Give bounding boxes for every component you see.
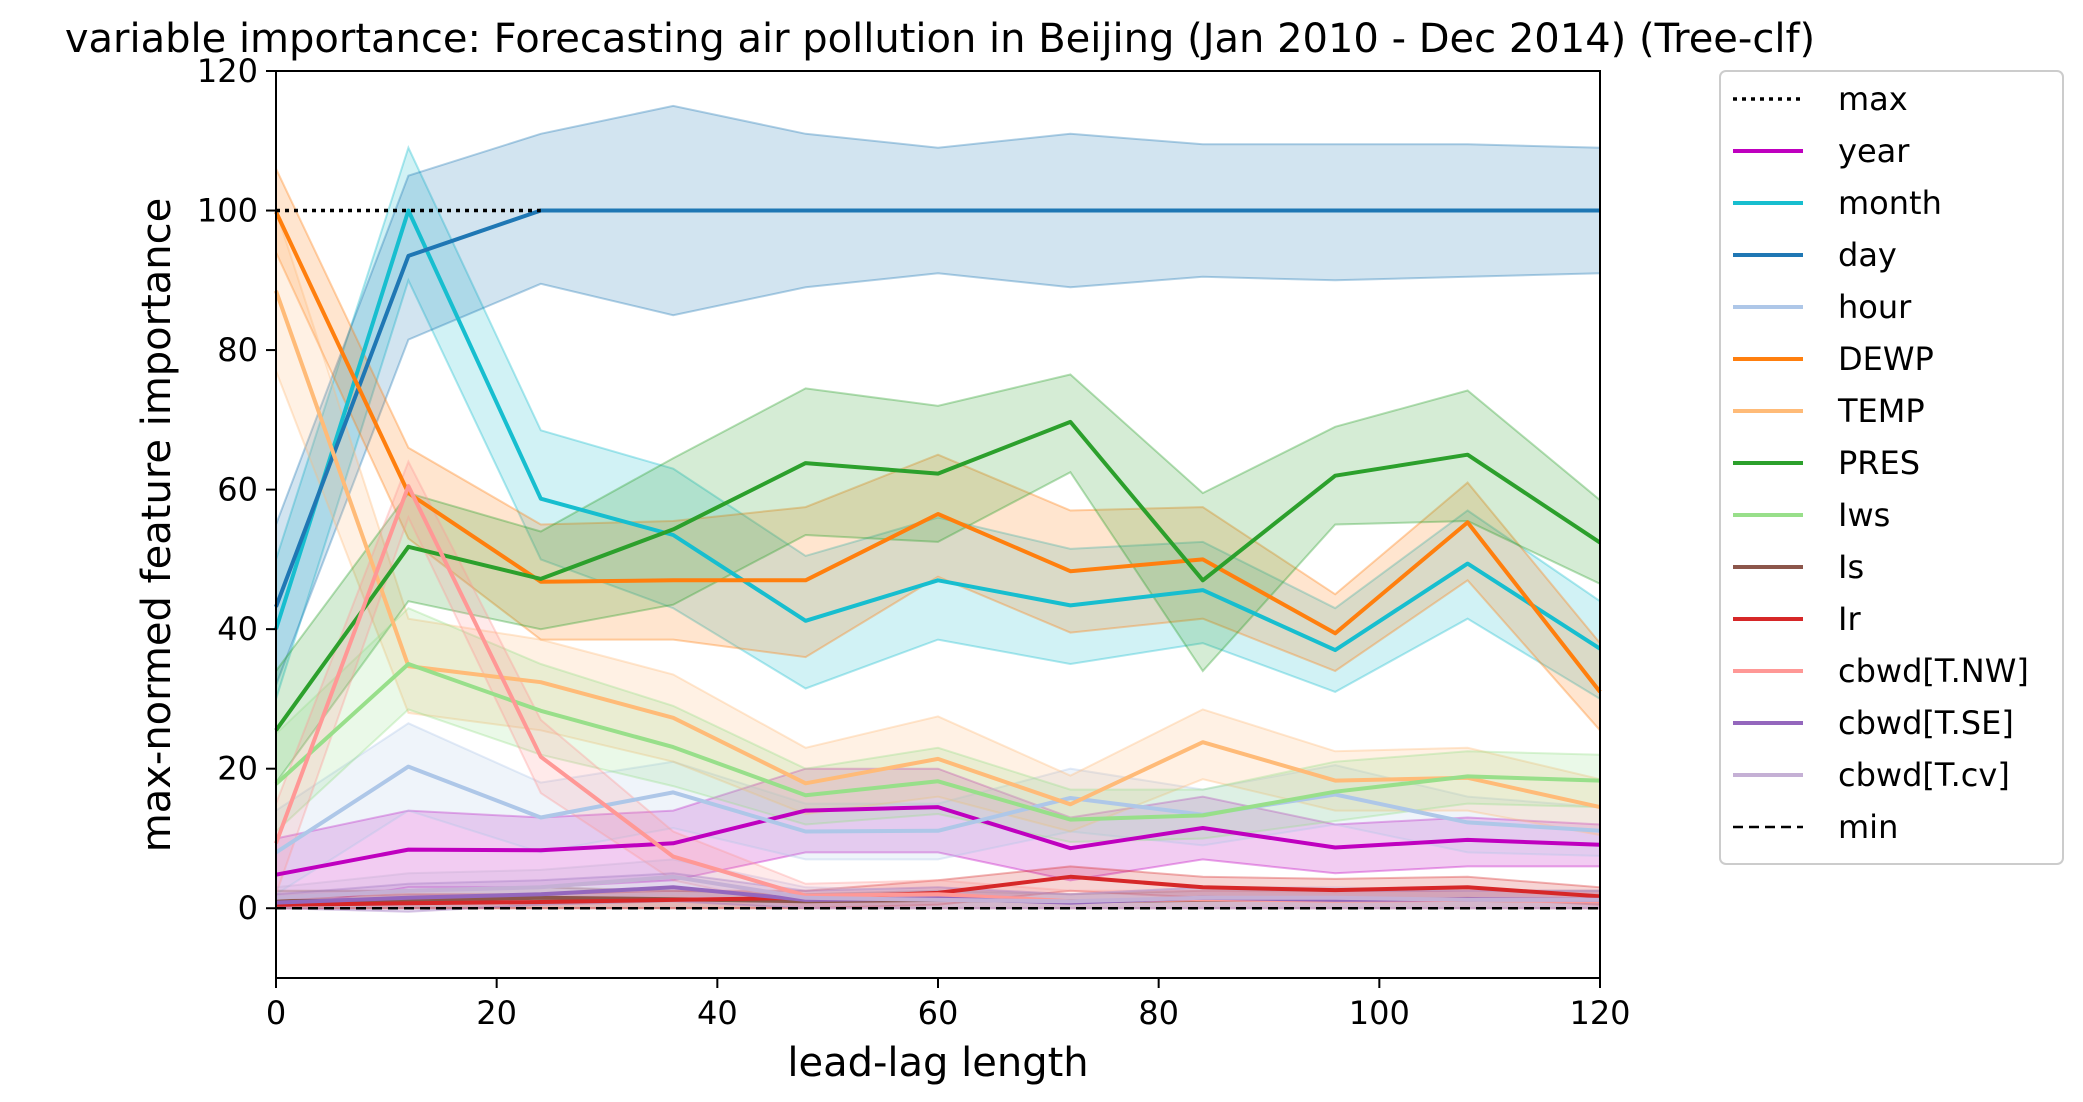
y-tick-label: 120: [197, 52, 258, 90]
line-year: [275, 805, 1601, 877]
legend-label: cbwd[T.cv]: [1838, 756, 2010, 794]
x-tick-label: 120: [1569, 994, 1630, 1032]
y-tick-label: 60: [217, 471, 258, 509]
y-axis: 0 20 40 60 80 100 120: [197, 52, 276, 927]
legend-label: cbwd[T.SE]: [1838, 704, 2014, 742]
line-month: [274, 208, 1602, 653]
legend-label: Is: [1838, 548, 1864, 586]
legend-item-year: year: [1733, 132, 1910, 170]
x-tick-label: 80: [1138, 994, 1179, 1032]
line-day: [274, 208, 1600, 608]
x-axis-label: lead-lag length: [787, 1040, 1088, 1086]
x-axis: 0 20 40 60 80 100 120: [266, 978, 1631, 1032]
legend-item-day: day: [1733, 236, 1897, 274]
line-pres: [274, 419, 1602, 732]
legend-label: PRES: [1838, 444, 1920, 482]
x-tick-label: 0: [266, 994, 286, 1032]
x-tick-label: 60: [918, 994, 959, 1032]
y-tick-label: 0: [238, 889, 258, 927]
legend-item-is: Is: [1733, 548, 1864, 586]
line-cbwd-t-cv: [275, 874, 1600, 904]
x-tick-label: 20: [476, 994, 517, 1032]
confidence-bands: [275, 104, 1601, 913]
legend-item-cbwd-t-nw: cbwd[T.NW]: [1733, 652, 2029, 690]
legend-label: Ir: [1838, 600, 1861, 638]
line-dewp: [274, 211, 1602, 694]
legend-item-dewp: DEWP: [1733, 340, 1934, 378]
legend-label: DEWP: [1838, 340, 1934, 378]
legend-item-month: month: [1733, 184, 1942, 222]
y-tick-label: 20: [217, 750, 258, 788]
legend-item-min: min: [1733, 808, 1898, 846]
y-tick-label: 40: [217, 610, 258, 648]
legend-item-iws: Iws: [1733, 496, 1890, 534]
legend-label: year: [1838, 132, 1910, 170]
legend-item-temp: TEMP: [1733, 392, 1925, 430]
line-hour: [274, 764, 1601, 855]
y-tick-label: 100: [197, 192, 258, 230]
legend-item-pres: PRES: [1733, 444, 1920, 482]
y-tick-label: 80: [217, 331, 258, 369]
legend-label: min: [1838, 808, 1898, 846]
legend-label: TEMP: [1837, 392, 1925, 430]
legend-frame: [1719, 70, 2064, 865]
legend-label: cbwd[T.NW]: [1838, 652, 2029, 690]
series-lines: [274, 208, 1602, 910]
line-temp: [274, 290, 1601, 810]
legend: max year month day hour DEWP TEMP PRES Iws Is Ir cb…: [1719, 70, 2064, 865]
line-iws: [274, 662, 1601, 822]
x-tick-label: 40: [697, 994, 738, 1032]
legend-item-hour: hour: [1733, 288, 1912, 326]
y-axis-label: max-normed feature importance: [134, 198, 180, 853]
legend-label: hour: [1838, 288, 1912, 326]
legend-item-max: max: [1733, 80, 1908, 118]
chart-title: variable importance: Forecasting air pol…: [65, 16, 1815, 62]
legend-item-cbwd-t-cv: cbwd[T.cv]: [1733, 756, 2010, 794]
legend-label: max: [1838, 80, 1908, 118]
x-tick-label: 100: [1349, 994, 1410, 1032]
legend-item-cbwd-t-se: cbwd[T.SE]: [1733, 704, 2014, 742]
legend-label: month: [1838, 184, 1942, 222]
legend-item-ir: Ir: [1733, 600, 1861, 638]
legend-label: Iws: [1838, 496, 1890, 534]
legend-label: day: [1838, 236, 1897, 274]
